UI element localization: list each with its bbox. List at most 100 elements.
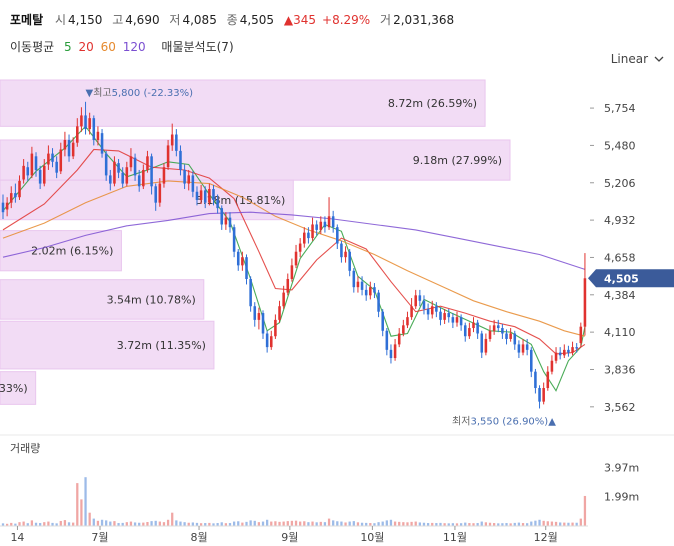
volume-bar [319, 521, 322, 526]
volume-bar [80, 499, 83, 526]
candle-body [224, 217, 228, 225]
volume-bar [311, 521, 314, 526]
candle-body [26, 167, 30, 176]
volume-bar [307, 522, 310, 526]
volume-bar [422, 522, 426, 526]
volume-bar [171, 512, 174, 526]
candle-body [269, 336, 273, 348]
volume-bar [377, 522, 380, 526]
candle-body [290, 265, 294, 279]
ma5-label[interactable]: 5 [64, 40, 72, 54]
volume-bar [517, 522, 521, 526]
volume-bar [381, 521, 384, 526]
time-tick-label: 7월 [91, 531, 108, 544]
candle-body [249, 278, 252, 307]
volume-bar [224, 523, 228, 526]
header: 포메탈 시 4,150 고 4,690 저 4,085 종 4,505 ▲345 +8.2… [0, 0, 674, 60]
volume-bar [241, 522, 244, 526]
volume-bar [336, 521, 339, 526]
volume-bar [175, 520, 178, 526]
volume-pane: 거래량 3.97m 1.99m [0, 442, 639, 527]
volume-bar [232, 521, 236, 526]
candle-body [179, 150, 182, 170]
volume-profile-bar [0, 371, 37, 405]
volume-bar [340, 521, 343, 526]
candle-body [220, 208, 224, 225]
volume-bar [365, 522, 368, 526]
candle-body [18, 180, 21, 198]
candle-body [187, 175, 191, 184]
volume-bar [113, 521, 116, 526]
candle-body [1, 202, 5, 213]
volume-bar [133, 522, 137, 526]
price-axis: 5,754 5,480 5,206 4,932 4,658 4,384 4,110 3,836… [588, 102, 674, 414]
volume-bar [550, 521, 554, 526]
candle-body [385, 330, 389, 350]
volume-bar [5, 523, 9, 526]
candle-body [463, 325, 467, 337]
candle-body [571, 347, 574, 353]
scale-selector[interactable]: Linear [611, 52, 664, 66]
grid [0, 420, 674, 438]
time-tick-label: 14 [10, 531, 24, 544]
volume-profile-label: 8.72m (26.59%) [388, 97, 477, 110]
current-price-badge [588, 269, 674, 288]
volume-bar [278, 521, 281, 526]
candle-body [307, 232, 310, 239]
candle-body [150, 156, 153, 187]
volume-bar [237, 521, 240, 526]
candle-body [261, 313, 265, 334]
high-value: 4,690 [125, 13, 160, 27]
moving-average-title[interactable]: 이동평균 [10, 40, 55, 54]
candle-body [208, 189, 211, 203]
low-annotation-label: 최저 [452, 415, 470, 427]
volume-profile-bar [0, 279, 205, 320]
volume-bar [501, 523, 504, 526]
volume-bar [559, 522, 562, 526]
candle-body [373, 287, 376, 293]
ma20-label[interactable]: 20 [78, 40, 94, 54]
candle-body [575, 347, 578, 349]
candle-body [476, 322, 479, 334]
candle-body [265, 333, 269, 348]
volume-bar [480, 521, 483, 526]
candle-body [410, 306, 413, 318]
candle-body [294, 251, 298, 266]
ma120-label[interactable]: 120 [122, 40, 146, 54]
candle-body [236, 251, 240, 266]
candle-body [92, 118, 96, 140]
volume-bar [92, 518, 95, 526]
candle-body [125, 167, 129, 184]
candle-body [439, 311, 442, 320]
candle-body [435, 306, 438, 312]
volume-bar [563, 522, 566, 526]
candle-body [51, 153, 54, 162]
ma60-label[interactable]: 60 [100, 40, 116, 54]
close-value: 4,505 [239, 13, 275, 27]
candle-body [199, 190, 203, 200]
volume-bar [373, 523, 376, 526]
volume-profile-bar [0, 230, 122, 272]
candle-body [472, 322, 475, 329]
volume-bar [472, 523, 475, 526]
volume-bar [534, 520, 537, 526]
candle-body [55, 161, 58, 173]
volume-bar [84, 477, 87, 526]
candle-body [369, 287, 372, 296]
price-tick-label: 3,836 [604, 363, 636, 376]
volume-profile-title[interactable]: 매물분석도(7) [161, 40, 234, 54]
high-annotation-value: 5,800 (-22.33%) [112, 88, 193, 99]
high-marker-icon: ▼ [86, 88, 94, 99]
price-tick-label: 3,562 [604, 401, 636, 414]
volume-bar [253, 520, 256, 526]
volume-bar [493, 523, 496, 526]
candle-body [459, 317, 463, 326]
candle-body [71, 142, 75, 157]
candle-body [430, 306, 434, 315]
candle-body [542, 388, 545, 402]
volume-bar [410, 521, 413, 526]
annotations: ▼최고5,800 (-22.33%) 최저3,550 (26.90%)▲ [86, 87, 557, 428]
candle-body [563, 349, 566, 356]
time-tick-label: 11월 [443, 531, 467, 544]
